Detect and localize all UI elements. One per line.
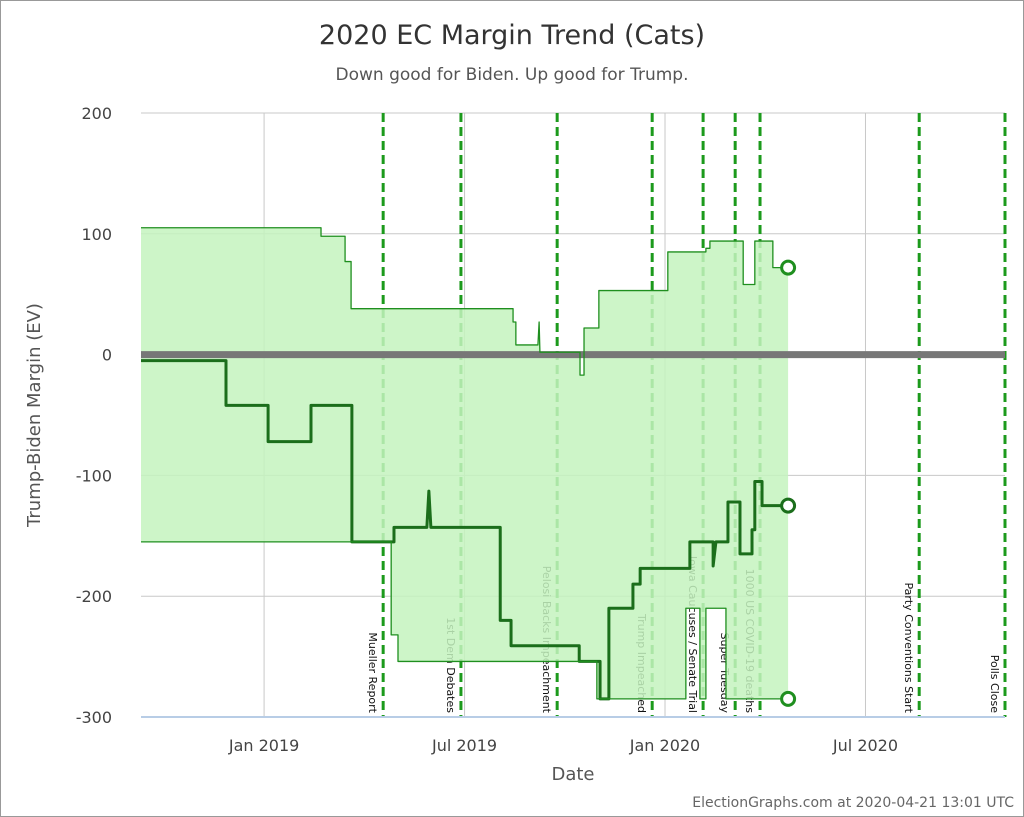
chart-subtitle: Down good for Biden. Up good for Trump. [336,65,689,85]
event-label: Party Conventions Start [902,582,915,713]
y-tick-label: 100 [81,225,112,244]
trend-line [141,541,789,700]
x-tick-label: Jan 2019 [228,736,299,755]
x-tick-label: Jul 2019 [431,736,497,755]
y-tick-label: -200 [76,587,112,606]
chart-title: 2020 EC Margin Trend (Cats) [319,20,705,51]
y-tick-label: 200 [81,104,112,123]
x-axis-title: Date [551,764,594,785]
y-axis-title: Trump-Biden Margin (EV) [24,303,45,528]
end-marker [780,690,797,707]
x-tick-label: Jul 2020 [832,736,898,755]
credit: ElectionGraphs.com at 2020-04-21 13:01 U… [692,795,1014,811]
band-area [141,227,789,699]
trend-line [141,227,789,376]
y-tick-label: -100 [76,466,112,485]
end-marker [780,497,797,514]
y-tick-label: -300 [76,708,112,727]
y-tick-label: 0 [102,346,112,365]
end-marker [780,259,797,276]
event-label: Polls Close [988,655,1001,714]
x-tick-label: Jan 2020 [629,736,700,755]
event-label: Mueller Report [366,632,379,713]
